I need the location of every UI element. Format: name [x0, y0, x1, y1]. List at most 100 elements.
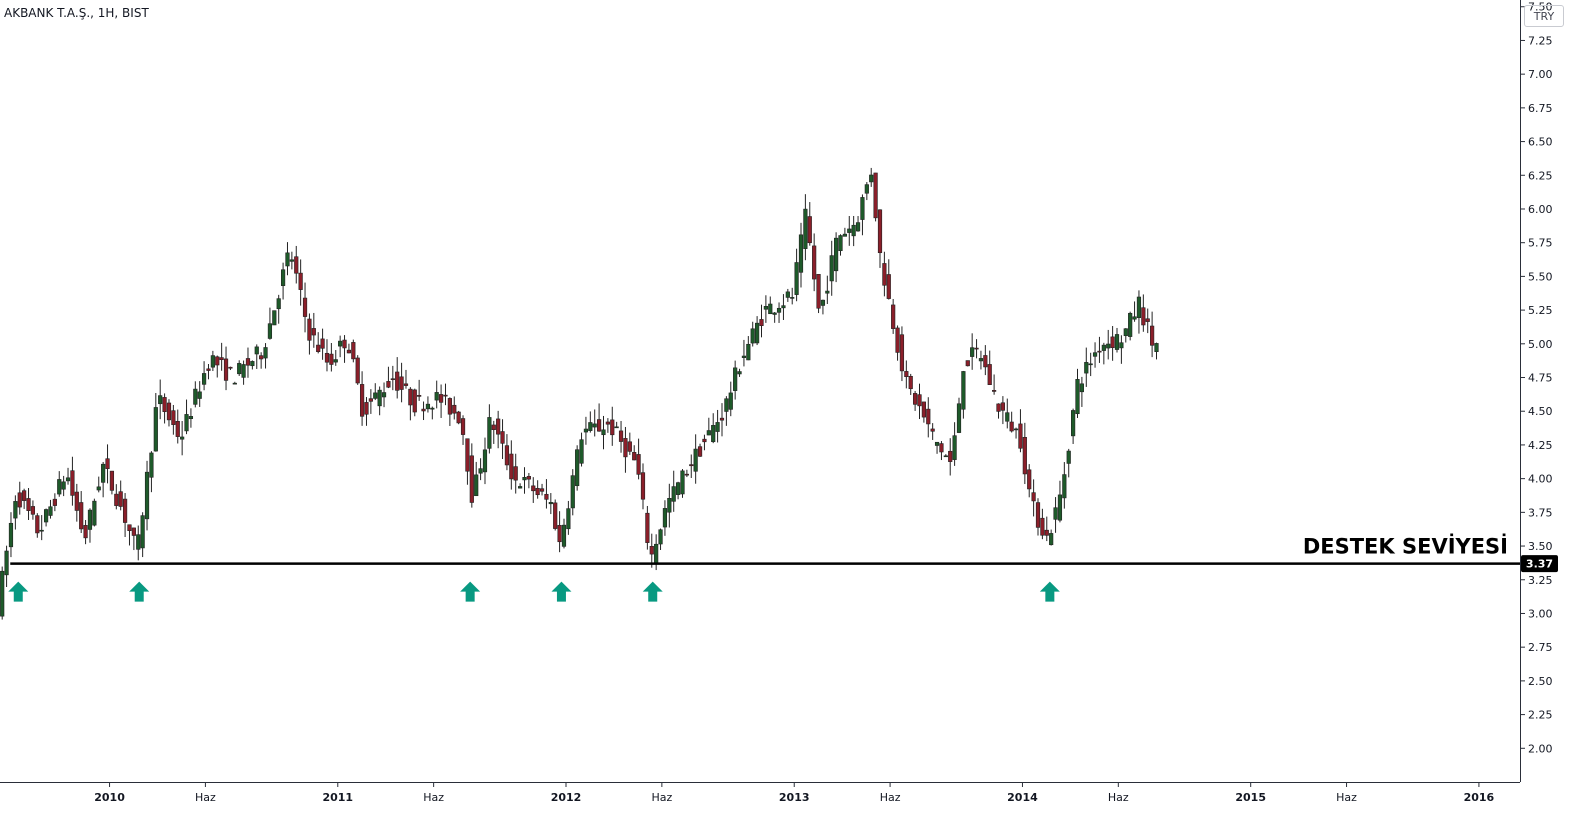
candle-body [1075, 379, 1080, 415]
candle-body [952, 435, 957, 460]
candle-body [671, 486, 676, 502]
candle [781, 294, 786, 320]
price-tick-label: 3.25 [1528, 574, 1553, 587]
candle-body [1119, 342, 1124, 349]
candle-body [237, 363, 242, 375]
candle-body [149, 452, 154, 478]
symbol-title[interactable]: AKBANK T.A.Ş., 1H, BIST [4, 6, 149, 20]
candle [197, 381, 202, 407]
candle-body [109, 470, 115, 491]
price-axis: 2.00 2.25 2.50 2.75 3.00 3.25 3.50 3.75 4.00 4.25… [1520, 1, 1553, 755]
candle [188, 408, 194, 428]
candle-body [65, 477, 71, 482]
price-tick-label: 2.25 [1528, 709, 1553, 722]
candle-body [676, 482, 681, 495]
candle [575, 445, 580, 491]
candle [276, 294, 281, 324]
candle [513, 453, 518, 494]
candle [561, 518, 567, 549]
candle [649, 533, 654, 568]
candle-body [228, 366, 233, 369]
candle [237, 360, 242, 376]
candle [794, 248, 799, 302]
candle-body [820, 299, 826, 306]
candle-body [302, 297, 308, 317]
candle [403, 369, 409, 389]
candle [1044, 516, 1049, 542]
candle-body [877, 209, 883, 254]
candle [8, 512, 14, 558]
candle-body [443, 394, 448, 397]
candle-body [342, 339, 347, 349]
candle [452, 396, 457, 420]
candle-body [610, 419, 615, 436]
candle-body [87, 509, 93, 530]
candle [601, 415, 606, 450]
candle-body [996, 403, 1001, 412]
candle-body [1084, 362, 1089, 374]
candle [535, 480, 540, 499]
candle [1154, 342, 1159, 360]
candle [17, 481, 22, 515]
candle-body [1022, 436, 1027, 475]
candle-body [311, 328, 316, 336]
candle-body [118, 491, 123, 507]
candle-body [280, 269, 286, 286]
candle [232, 381, 237, 385]
candle-body [1092, 352, 1098, 357]
candle-body [35, 515, 40, 534]
candle [583, 416, 589, 445]
time-axis-bg[interactable] [0, 783, 1520, 814]
candle [605, 418, 610, 433]
candle-body [939, 443, 944, 453]
candle [87, 508, 93, 543]
candle [26, 488, 31, 520]
candle-body [575, 449, 580, 487]
price-tick-label: 4.50 [1528, 405, 1553, 418]
candle-body [509, 453, 514, 480]
support-price-tag: 3.37 [1521, 555, 1558, 573]
candle-body [1136, 296, 1142, 318]
price-tick-label: 7.25 [1528, 34, 1553, 47]
time-tick-label: 2011 [322, 791, 353, 804]
candle-body [803, 208, 808, 249]
candle [408, 387, 413, 421]
candle [544, 479, 549, 509]
candle [302, 282, 308, 333]
candle-body [860, 197, 865, 220]
candle-body [1088, 363, 1093, 366]
candle [579, 432, 584, 467]
candle [539, 483, 545, 496]
candle [219, 342, 224, 371]
support-label: DESTEK SEVİYESİ [1303, 534, 1508, 559]
candle-body [122, 498, 128, 523]
candle [460, 415, 466, 445]
currency-button[interactable]: TRY [1524, 5, 1564, 27]
candle [96, 476, 101, 493]
candle [706, 417, 711, 436]
candle-body [144, 471, 150, 520]
candle-body [276, 298, 281, 310]
candle-body [776, 307, 782, 313]
candle [1141, 294, 1146, 332]
candle-body [864, 184, 869, 194]
candle-body [882, 263, 887, 286]
candle-body [30, 506, 36, 515]
candle-body [456, 411, 461, 424]
candle-body [201, 373, 207, 385]
candle [425, 396, 431, 413]
candle [882, 251, 887, 297]
candle-body [834, 237, 839, 272]
price-tick-label: 3.00 [1528, 607, 1553, 620]
up-arrow-icon [551, 581, 572, 602]
candle [676, 481, 681, 500]
candle-body [921, 401, 926, 418]
candle-body [790, 297, 795, 299]
candle-body [548, 502, 553, 505]
candle [1088, 352, 1093, 377]
price-axis-bg[interactable] [1520, 0, 1579, 814]
candle [109, 470, 115, 495]
candle [1022, 422, 1027, 485]
candle-body [535, 488, 540, 496]
